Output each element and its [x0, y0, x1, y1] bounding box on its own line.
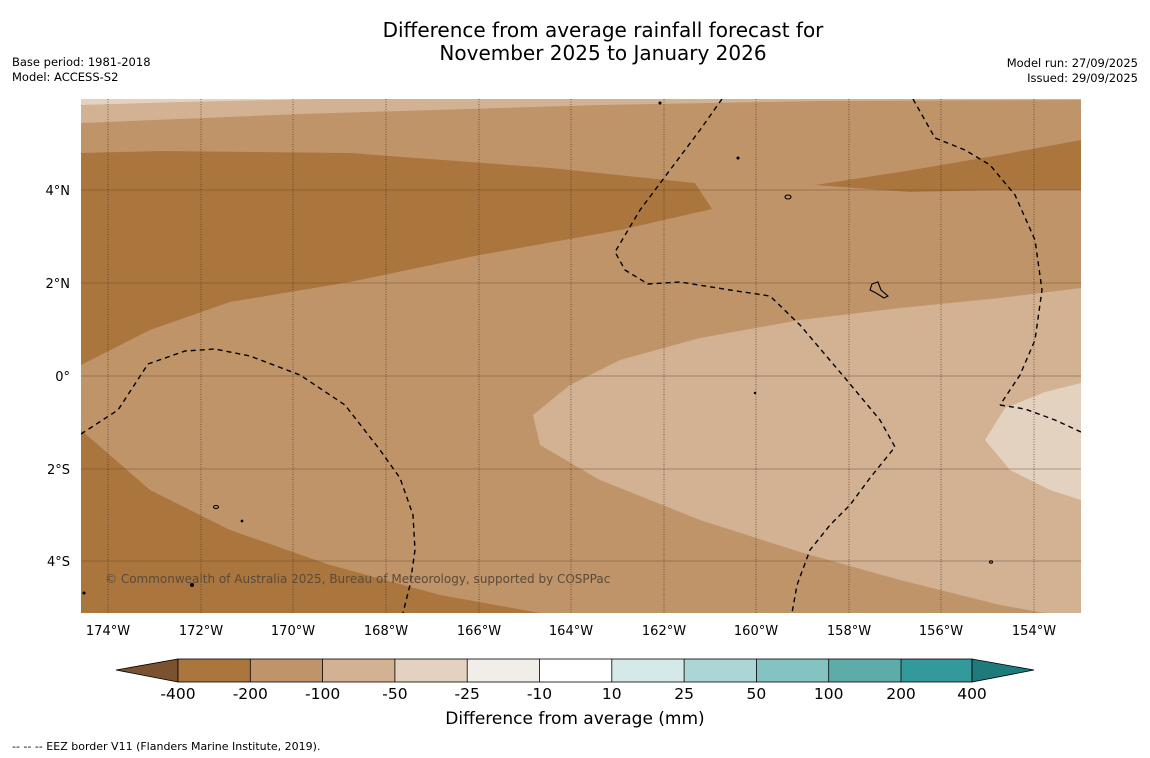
colorbar-swatch — [178, 659, 251, 682]
base-period-text: Base period: 1981-2018 — [12, 55, 151, 69]
islands — [82, 101, 994, 595]
island-dot-1 — [658, 101, 662, 105]
band-east-m50 — [985, 383, 1081, 500]
lon-label: 162°W — [642, 624, 686, 639]
island-dot-4 — [753, 391, 757, 395]
colorbar-ticks: -400 -200 -100 -50 -25 -10 10 25 50 100 … — [160, 685, 986, 703]
island-dot-2 — [736, 156, 740, 160]
chart-title: Difference from average rainfall forecas… — [300, 19, 906, 65]
model-run-text: Model run: 27/09/2025 — [1006, 56, 1138, 70]
lon-label: 168°W — [364, 624, 408, 639]
colorbar-swatch — [394, 659, 468, 682]
issued-text: Issued: 29/09/2025 — [1027, 71, 1138, 85]
island-southeast-1 — [988, 560, 994, 564]
lon-label: 164°W — [549, 624, 593, 639]
lon-label: 154°W — [1012, 624, 1056, 639]
title-line-1: Difference from average rainfall forecas… — [382, 18, 824, 42]
band-north-m50 — [81, 99, 320, 105]
colorbar-swatch — [756, 659, 829, 682]
colorbar-tick-label: -25 — [455, 685, 480, 703]
lat-label: 4°N — [46, 184, 71, 199]
colorbar-tick-label: -50 — [382, 685, 407, 703]
island-north-1 — [784, 194, 792, 200]
colorbar-tick-label: -100 — [305, 685, 340, 703]
band-northwest-m400 — [81, 151, 712, 365]
eez-border-west — [81, 348, 416, 613]
island-southwest-1 — [212, 504, 220, 510]
lon-label: 170°W — [271, 624, 315, 639]
lat-label: 4°S — [47, 555, 70, 570]
lat-label: 0° — [55, 370, 70, 385]
lat-gridlines — [81, 189, 1081, 562]
colorbar: -400 -200 -100 -50 -25 -10 10 25 50 100 … — [115, 658, 1035, 703]
colorbar-high-extend — [971, 658, 1035, 683]
eez-legend-footer: -- -- -- EEZ border V11 (Flanders Marine… — [12, 740, 321, 753]
lat-label: 2°N — [46, 277, 71, 292]
island-dot-3 — [240, 519, 244, 523]
colorbar-swatch — [250, 659, 323, 682]
lon-label: 158°W — [827, 624, 871, 639]
colorbar-swatch — [539, 659, 612, 682]
colorbar-tick-label: 100 — [814, 685, 844, 703]
lon-label: 174°W — [86, 624, 130, 639]
lon-label: 160°W — [734, 624, 778, 639]
band-north-m100 — [81, 99, 1081, 123]
meta-left: Base period: 1981-2018 Model: ACCESS-S2 — [12, 55, 151, 85]
colorbar-swatch — [322, 659, 395, 682]
colorbar-swatch — [828, 659, 901, 682]
colorbar-tick-label: -400 — [160, 685, 195, 703]
band-east-m100 — [533, 288, 1081, 613]
model-text: Model: ACCESS-S2 — [12, 70, 119, 84]
eez-border-east-lower — [999, 404, 1081, 433]
colorbar-tick-label: 25 — [674, 685, 694, 703]
lon-label: 156°W — [919, 624, 963, 639]
lat-labels: 4°N 2°N 0° 2°S 4°S — [46, 184, 71, 570]
eez-borders — [81, 99, 1081, 613]
island-kiritimati — [869, 281, 889, 299]
colorbar-tick-label: 400 — [957, 685, 987, 703]
colorbar-swatch — [901, 659, 974, 682]
lon-gridlines — [107, 99, 1035, 613]
island-edge-west — [82, 591, 86, 595]
colorbar-tick-label: 10 — [602, 685, 622, 703]
meta-right: Model run: 27/09/2025 Issued: 29/09/2025 — [1007, 56, 1138, 86]
colorbar-swatch — [467, 659, 540, 682]
island-southwest-2 — [189, 582, 195, 588]
lon-labels: 174°W 172°W 170°W 168°W 166°W 164°W 162°… — [86, 624, 1056, 639]
colorbar-swatch — [611, 659, 685, 682]
band-northeast-m400 — [815, 140, 1081, 192]
colorbar-tick-label: 200 — [886, 685, 916, 703]
colorbar-tick-label: -200 — [233, 685, 268, 703]
eez-border-central — [614, 99, 896, 613]
map-area[interactable]: © Commonwealth of Australia 2025, Bureau… — [81, 99, 1081, 613]
colorbar-swatch — [684, 659, 757, 682]
title-line-2: November 2025 to January 2026 — [439, 41, 767, 65]
copyright-text: © Commonwealth of Australia 2025, Bureau… — [105, 572, 610, 586]
colorbar-tick-label: 50 — [747, 685, 767, 703]
colorbar-tick-label: -10 — [527, 685, 552, 703]
lon-label: 166°W — [457, 624, 501, 639]
lat-label: 2°S — [47, 463, 70, 478]
band-southwest-m400 — [81, 430, 540, 613]
colorbar-title: Difference from average (mm) — [445, 709, 705, 729]
lon-label: 172°W — [179, 624, 223, 639]
colorbar-low-extend — [115, 658, 179, 683]
